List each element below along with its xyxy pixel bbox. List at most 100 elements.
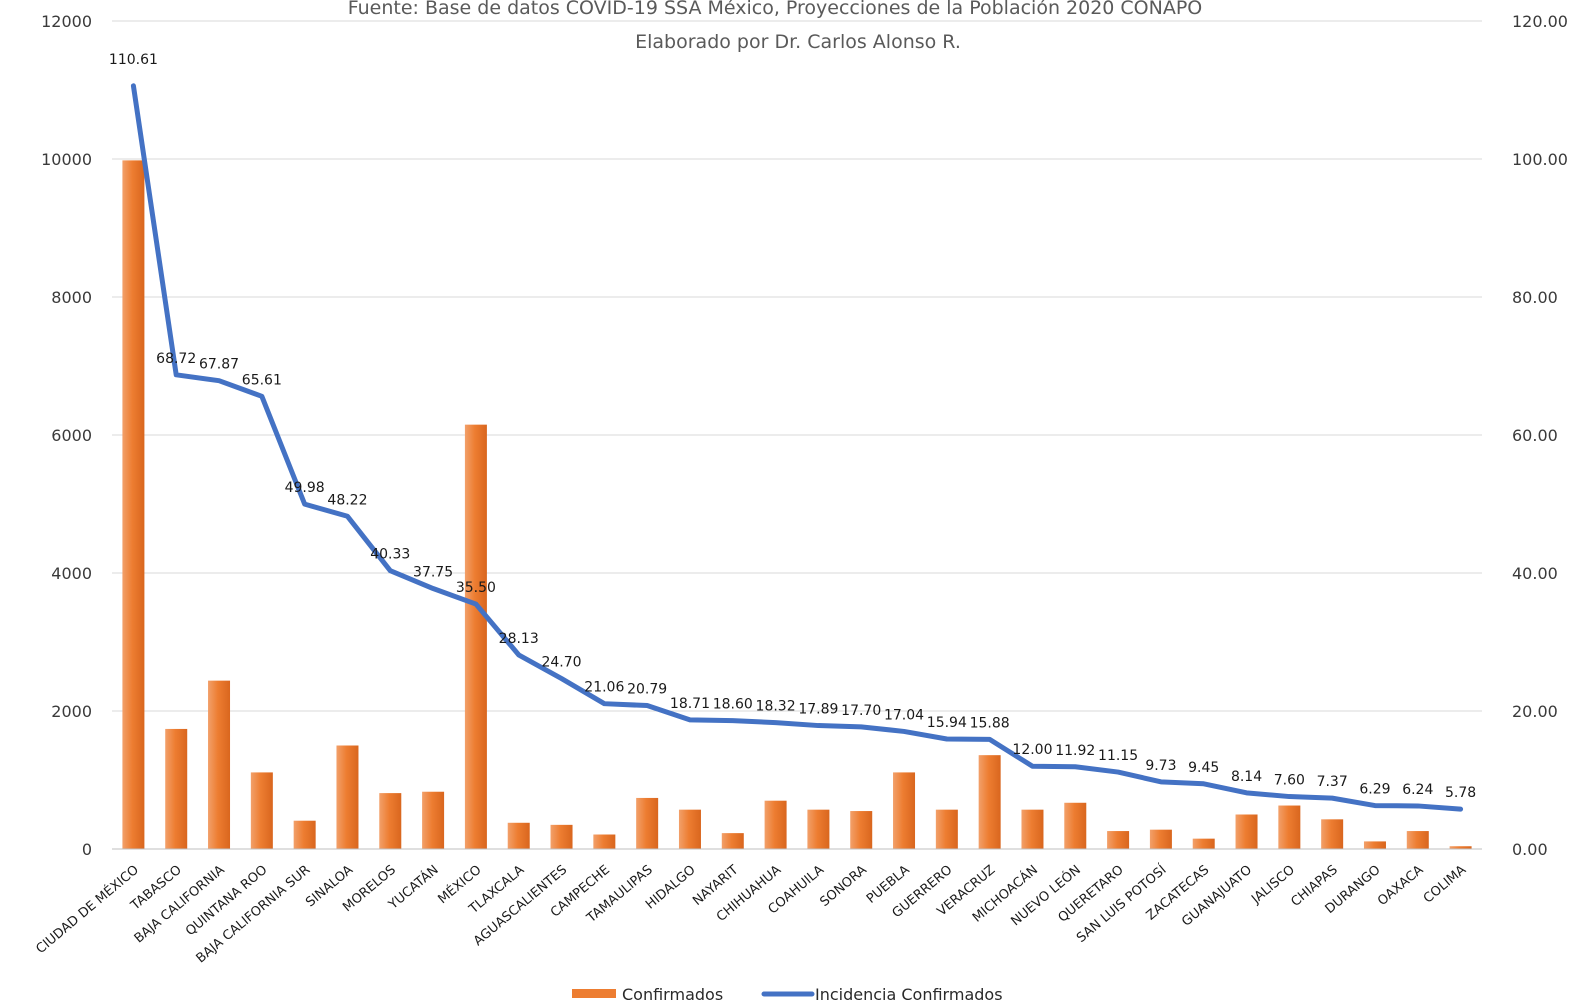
line-series-incidencia: [130, 83, 1464, 812]
data-label-incidencia: 35.50: [456, 580, 496, 596]
bar-confirmados: [1406, 831, 1429, 849]
bar-confirmados: [422, 791, 445, 849]
category-label: SONORA: [817, 863, 869, 910]
bar-confirmados: [464, 424, 487, 849]
bar-confirmados: [165, 728, 188, 849]
y-left-tick-label: 12000: [41, 12, 92, 31]
bar-confirmados: [1107, 831, 1130, 849]
bar-confirmados: [1321, 819, 1344, 849]
y-left-tick-label: 4000: [51, 564, 92, 583]
line-point-incidencia: [1030, 764, 1034, 768]
line-point-incidencia: [431, 587, 435, 591]
y-right-tick-label: 80.00: [1512, 288, 1558, 307]
legend-label-incidencia: Incidencia Confirmados: [815, 985, 1003, 1004]
category-label: CIUDAD DE MÉXICO: [33, 862, 142, 957]
data-label-incidencia: 18.71: [670, 696, 710, 712]
line-point-incidencia: [1330, 796, 1334, 800]
data-label-incidencia: 6.29: [1359, 782, 1390, 798]
line-point-incidencia: [1416, 804, 1420, 808]
bar-confirmados: [593, 834, 616, 849]
line-incidencia: [130, 83, 1464, 812]
data-label-incidencia: 48.22: [327, 492, 367, 508]
legend-swatch-confirmados: [572, 989, 616, 998]
bar-confirmados: [208, 680, 231, 849]
bar-confirmados: [850, 811, 873, 849]
line-point-incidencia: [1073, 765, 1077, 769]
y-left-tick-label: 0: [82, 840, 92, 859]
bar-confirmados: [721, 833, 744, 849]
data-label-incidencia: 7.37: [1317, 774, 1348, 790]
data-label-incidencia: 15.88: [970, 715, 1010, 731]
legend: Confirmados Incidencia Confirmados: [572, 985, 1003, 1004]
data-label-incidencia: 12.00: [1012, 742, 1052, 758]
data-label-incidencia: 7.60: [1274, 773, 1305, 789]
category-label: COLIMA: [1421, 863, 1469, 907]
line-point-incidencia: [988, 737, 992, 741]
data-label-incidencia: 17.70: [841, 703, 881, 719]
data-label-incidencia: 18.32: [756, 699, 796, 715]
subtitle-line-1: Fuente: Base de datos COVID-19 SSA Méxic…: [348, 0, 1203, 19]
line-point-incidencia: [131, 84, 135, 88]
data-label-incidencia: 17.89: [798, 702, 838, 718]
bar-confirmados: [1235, 814, 1258, 849]
bar-confirmados: [507, 822, 530, 849]
y-left-tick-label: 6000: [51, 426, 92, 445]
bar-confirmados: [893, 772, 916, 849]
data-label-incidencia: 11.92: [1055, 743, 1095, 759]
data-label-incidencia: 110.61: [109, 52, 158, 68]
bar-confirmados: [122, 160, 145, 849]
line-point-incidencia: [774, 721, 778, 725]
data-label-incidencia: 65.61: [242, 372, 282, 388]
bar-confirmados: [935, 809, 958, 849]
line-point-incidencia: [388, 569, 392, 573]
bar-confirmados: [1064, 802, 1087, 849]
bar-confirmados: [379, 793, 402, 849]
line-point-incidencia: [174, 373, 178, 377]
y-right-tick-label: 20.00: [1512, 702, 1558, 721]
data-label-incidencia: 21.06: [584, 680, 624, 696]
gridlines: [112, 20, 1482, 850]
data-label-incidencia: 24.70: [541, 655, 581, 671]
line-point-incidencia: [1245, 791, 1249, 795]
data-label-incidencia: 17.04: [884, 707, 924, 723]
data-label-incidencia: 18.60: [713, 697, 753, 713]
y-right-tick-label: 40.00: [1512, 564, 1558, 583]
line-point-incidencia: [645, 704, 649, 708]
line-point-incidencia: [1287, 795, 1291, 799]
line-point-incidencia: [1373, 804, 1377, 808]
bar-series-confirmados: [122, 160, 1472, 849]
data-label-incidencia: 11.15: [1098, 748, 1138, 764]
y-right-tick-label: 60.00: [1512, 426, 1558, 445]
bar-confirmados: [293, 820, 316, 849]
bar-confirmados: [1021, 809, 1044, 849]
line-point-incidencia: [560, 677, 564, 681]
bar-confirmados: [978, 755, 1001, 849]
bar-confirmados: [550, 824, 573, 849]
line-point-incidencia: [859, 725, 863, 729]
line-point-incidencia: [731, 719, 735, 723]
line-point-incidencia: [1159, 780, 1163, 784]
bar-confirmados: [1149, 829, 1172, 849]
bar-confirmados: [636, 797, 659, 849]
bar-confirmados: [1278, 805, 1301, 849]
bar-confirmados: [336, 745, 359, 849]
line-point-incidencia: [303, 502, 307, 506]
category-label: OAXACA: [1375, 863, 1426, 910]
data-label-incidencia: 15.94: [927, 715, 967, 731]
line-point-incidencia: [345, 514, 349, 518]
data-label-incidencia: 49.98: [285, 480, 325, 496]
line-point-incidencia: [217, 379, 221, 383]
y-left-tick-label: 10000: [41, 150, 92, 169]
data-label-incidencia: 37.75: [413, 565, 453, 581]
data-label-incidencia: 67.87: [199, 357, 239, 373]
bar-confirmados: [764, 800, 787, 849]
bar-confirmados: [1363, 841, 1386, 849]
data-label-incidencia: 68.72: [156, 351, 196, 367]
data-label-incidencia: 9.45: [1188, 760, 1219, 776]
chart-subtitle: Fuente: Base de datos COVID-19 SSA Méxic…: [348, 0, 1203, 53]
line-point-incidencia: [902, 729, 906, 733]
bar-confirmados: [250, 772, 273, 849]
line-point-incidencia: [474, 602, 478, 606]
